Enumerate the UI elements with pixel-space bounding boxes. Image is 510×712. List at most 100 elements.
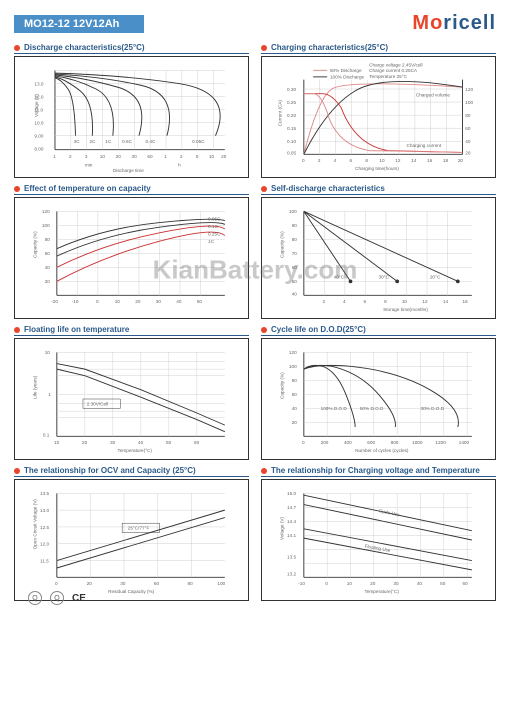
svg-text:2: 2 [323,299,326,304]
svg-text:50: 50 [292,279,298,284]
svg-text:0: 0 [96,299,99,304]
chart-charge-temp: Cycle Use Floating Use 15.014.714.414.11… [261,479,496,601]
svg-text:0.05C: 0.05C [192,139,205,144]
svg-text:20: 20 [82,440,88,445]
svg-text:20: 20 [135,299,141,304]
svg-text:2: 2 [180,154,183,159]
svg-text:0: 0 [302,158,305,163]
bullet-icon [261,186,267,192]
svg-text:60: 60 [465,126,471,131]
bullet-icon [14,327,20,333]
svg-text:Temperature 25°C: Temperature 25°C [369,74,407,79]
svg-text:120: 120 [465,87,473,92]
svg-text:13.0: 13.0 [34,81,43,86]
svg-text:8.00: 8.00 [34,147,43,152]
svg-text:400: 400 [344,440,352,445]
svg-text:100: 100 [289,209,297,214]
svg-text:10: 10 [45,350,51,355]
svg-text:40°C: 40°C [334,275,345,280]
svg-text:20: 20 [45,279,51,284]
svg-text:1C: 1C [105,139,112,144]
svg-text:8: 8 [384,299,387,304]
panel-floating-life: Floating life on temperature 2.30V/Cell … [14,325,249,460]
svg-text:11.5: 11.5 [40,558,49,563]
svg-text:9.00: 9.00 [34,134,43,139]
svg-text:10: 10 [100,154,106,159]
svg-text:4: 4 [334,158,337,163]
svg-text:0: 0 [55,581,58,586]
svg-text:100: 100 [217,581,225,586]
svg-text:0: 0 [302,440,305,445]
ce-mark: CE [72,593,86,604]
svg-text:30: 30 [393,581,399,586]
svg-text:Discharge time: Discharge time [113,168,144,173]
svg-text:Charged volume: Charged volume [416,92,451,97]
chart-charging: Charge voltage 2.45V/cell Charge current… [261,56,496,178]
svg-text:100% Discharge: 100% Discharge [330,75,365,80]
svg-text:1000: 1000 [412,440,423,445]
svg-text:12: 12 [422,299,428,304]
svg-text:Charging time(hours): Charging time(hours) [355,166,399,171]
svg-text:80: 80 [292,237,298,242]
svg-text:0: 0 [325,581,328,586]
svg-text:Voltage (V): Voltage (V) [279,517,284,540]
svg-text:12.0: 12.0 [40,542,49,547]
svg-text:60: 60 [194,440,200,445]
svg-text:600: 600 [367,440,375,445]
svg-text:60: 60 [45,251,51,256]
svg-text:Open Circuit Voltage (V): Open Circuit Voltage (V) [32,499,37,550]
svg-text:2C: 2C [90,139,97,144]
svg-text:Voltage (V): Voltage (V) [34,94,39,117]
svg-text:2: 2 [318,158,321,163]
svg-text:6: 6 [364,299,367,304]
svg-text:60: 60 [147,154,153,159]
svg-text:0.4C: 0.4C [146,139,156,144]
svg-text:30: 30 [120,581,126,586]
svg-text:30: 30 [110,440,116,445]
svg-text:Capacity (%): Capacity (%) [279,231,284,258]
chart-self-discharge: 40°C30°C20°C 100908070605040 24681012141… [261,197,496,319]
svg-text:20: 20 [458,158,464,163]
bullet-icon [261,327,267,333]
svg-text:20°C: 20°C [430,275,441,280]
svg-text:14.1: 14.1 [287,533,296,538]
svg-text:0.25C: 0.25C [208,232,221,237]
svg-text:Capacity (%): Capacity (%) [32,231,37,258]
svg-text:13.0: 13.0 [40,508,49,513]
svg-text:12: 12 [395,158,401,163]
svg-text:30: 30 [156,299,162,304]
panel-charge-temp: The relationship for Charging voltage an… [261,466,496,601]
svg-text:4: 4 [343,299,346,304]
svg-text:100% D.O.D: 100% D.O.D [321,406,348,411]
svg-text:70: 70 [292,251,298,256]
bullet-icon [14,468,20,474]
svg-text:13.5: 13.5 [40,491,49,496]
svg-text:80: 80 [292,378,298,383]
svg-text:40: 40 [292,291,298,296]
svg-text:1200: 1200 [435,440,446,445]
svg-text:40: 40 [138,440,144,445]
chart-grid: Discharge characteristics(25°C) 8.009.00… [14,43,496,601]
svg-text:80: 80 [188,581,194,586]
svg-text:10: 10 [379,158,385,163]
svg-text:50: 50 [197,299,203,304]
svg-text:16: 16 [427,158,433,163]
svg-text:Charging current: Charging current [407,143,442,148]
svg-text:10: 10 [54,440,60,445]
svg-text:14: 14 [411,158,417,163]
svg-text:3C: 3C [74,139,81,144]
svg-text:25°C/77°F: 25°C/77°F [128,526,150,531]
svg-text:Life (years): Life (years) [32,375,37,399]
svg-text:1C: 1C [208,239,215,244]
svg-text:0.20: 0.20 [287,113,296,118]
svg-text:0.05C: 0.05C [208,217,221,222]
svg-text:20: 20 [87,581,93,586]
cert-badge: Q [50,591,64,605]
model-bar: MO12-12 12V12Ah [14,15,144,33]
svg-text:13.2: 13.2 [287,571,296,576]
svg-text:18: 18 [443,158,449,163]
svg-text:0.05: 0.05 [287,150,296,155]
svg-text:min: min [85,162,93,167]
cert-row: Q Q CE [28,591,86,605]
svg-text:15.0: 15.0 [287,491,296,496]
